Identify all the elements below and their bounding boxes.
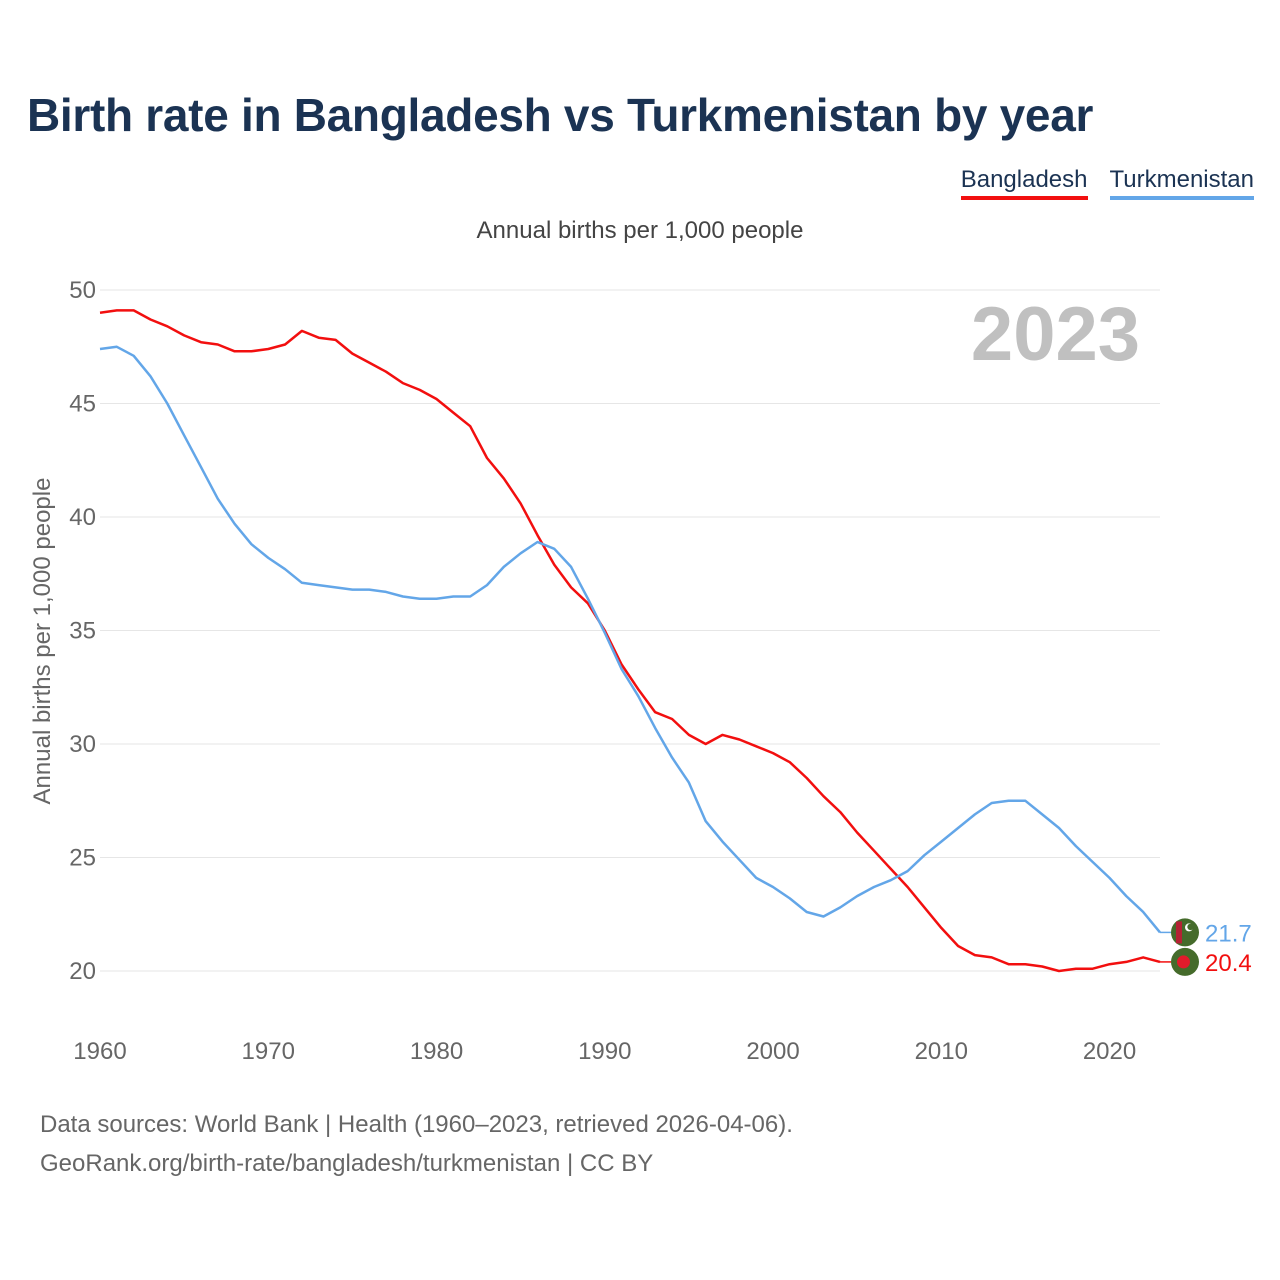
series-line-turkmenistan — [99, 345, 1161, 934]
gridlines — [100, 289, 1160, 972]
chart-subtitle: Annual births per 1,000 people — [476, 217, 804, 244]
footer: Data sources: World Bank | Health (1960–… — [40, 1105, 793, 1183]
flag-badge-turkmenistan — [1171, 918, 1199, 947]
x-tick-label-1960: 1960 — [73, 1038, 126, 1065]
y-tick-label-30: 30 — [69, 731, 96, 758]
y-tick-label-50: 50 — [69, 277, 96, 304]
x-tick-label-1980: 1980 — [410, 1038, 463, 1065]
y-tick-label-20: 20 — [69, 958, 96, 985]
chart-title: Birth rate in Bangladesh vs Turkmenistan… — [27, 89, 1094, 141]
crescent-cut — [1187, 923, 1194, 931]
series-group — [99, 309, 1161, 973]
flag-disc-icon — [1177, 955, 1190, 969]
x-tick-label-1970: 1970 — [242, 1038, 295, 1065]
end-value-label-bangladesh: 20.4 — [1205, 950, 1252, 977]
end-markers: 20.4 21.7 — [1160, 918, 1252, 977]
x-tick-label-2010: 2010 — [915, 1038, 968, 1065]
end-value-label-turkmenistan: 21.7 — [1205, 920, 1252, 947]
y-axis-label: Annual births per 1,000 people — [29, 478, 56, 805]
legend-item-turkmenistan[interactable]: Turkmenistan — [1109, 166, 1254, 200]
y-axis-ticks: 20 25 30 35 40 45 50 — [69, 277, 96, 985]
y-tick-label-25: 25 — [69, 845, 96, 872]
legend-item-bangladesh[interactable]: Bangladesh — [960, 166, 1088, 200]
legend: Bangladesh Turkmenistan — [960, 166, 1254, 200]
y-tick-label-45: 45 — [69, 391, 96, 418]
y-tick-label-35: 35 — [69, 618, 96, 645]
footer-link[interactable]: GeoRank.org/birth-rate/bangladesh/turkme… — [40, 1150, 654, 1177]
footer-sources: Data sources: World Bank | Health (1960–… — [40, 1111, 793, 1138]
x-tick-label-2000: 2000 — [746, 1038, 799, 1065]
x-axis-ticks: 1960 1970 1980 1990 2000 2010 2020 — [73, 1038, 1136, 1065]
flag-stripe-icon — [1176, 921, 1182, 944]
series-line-bangladesh — [99, 309, 1161, 973]
x-tick-label-2020: 2020 — [1083, 1038, 1136, 1065]
y-tick-label-40: 40 — [69, 504, 96, 531]
x-tick-label-1990: 1990 — [578, 1038, 631, 1065]
year-display: 2023 — [971, 292, 1140, 377]
